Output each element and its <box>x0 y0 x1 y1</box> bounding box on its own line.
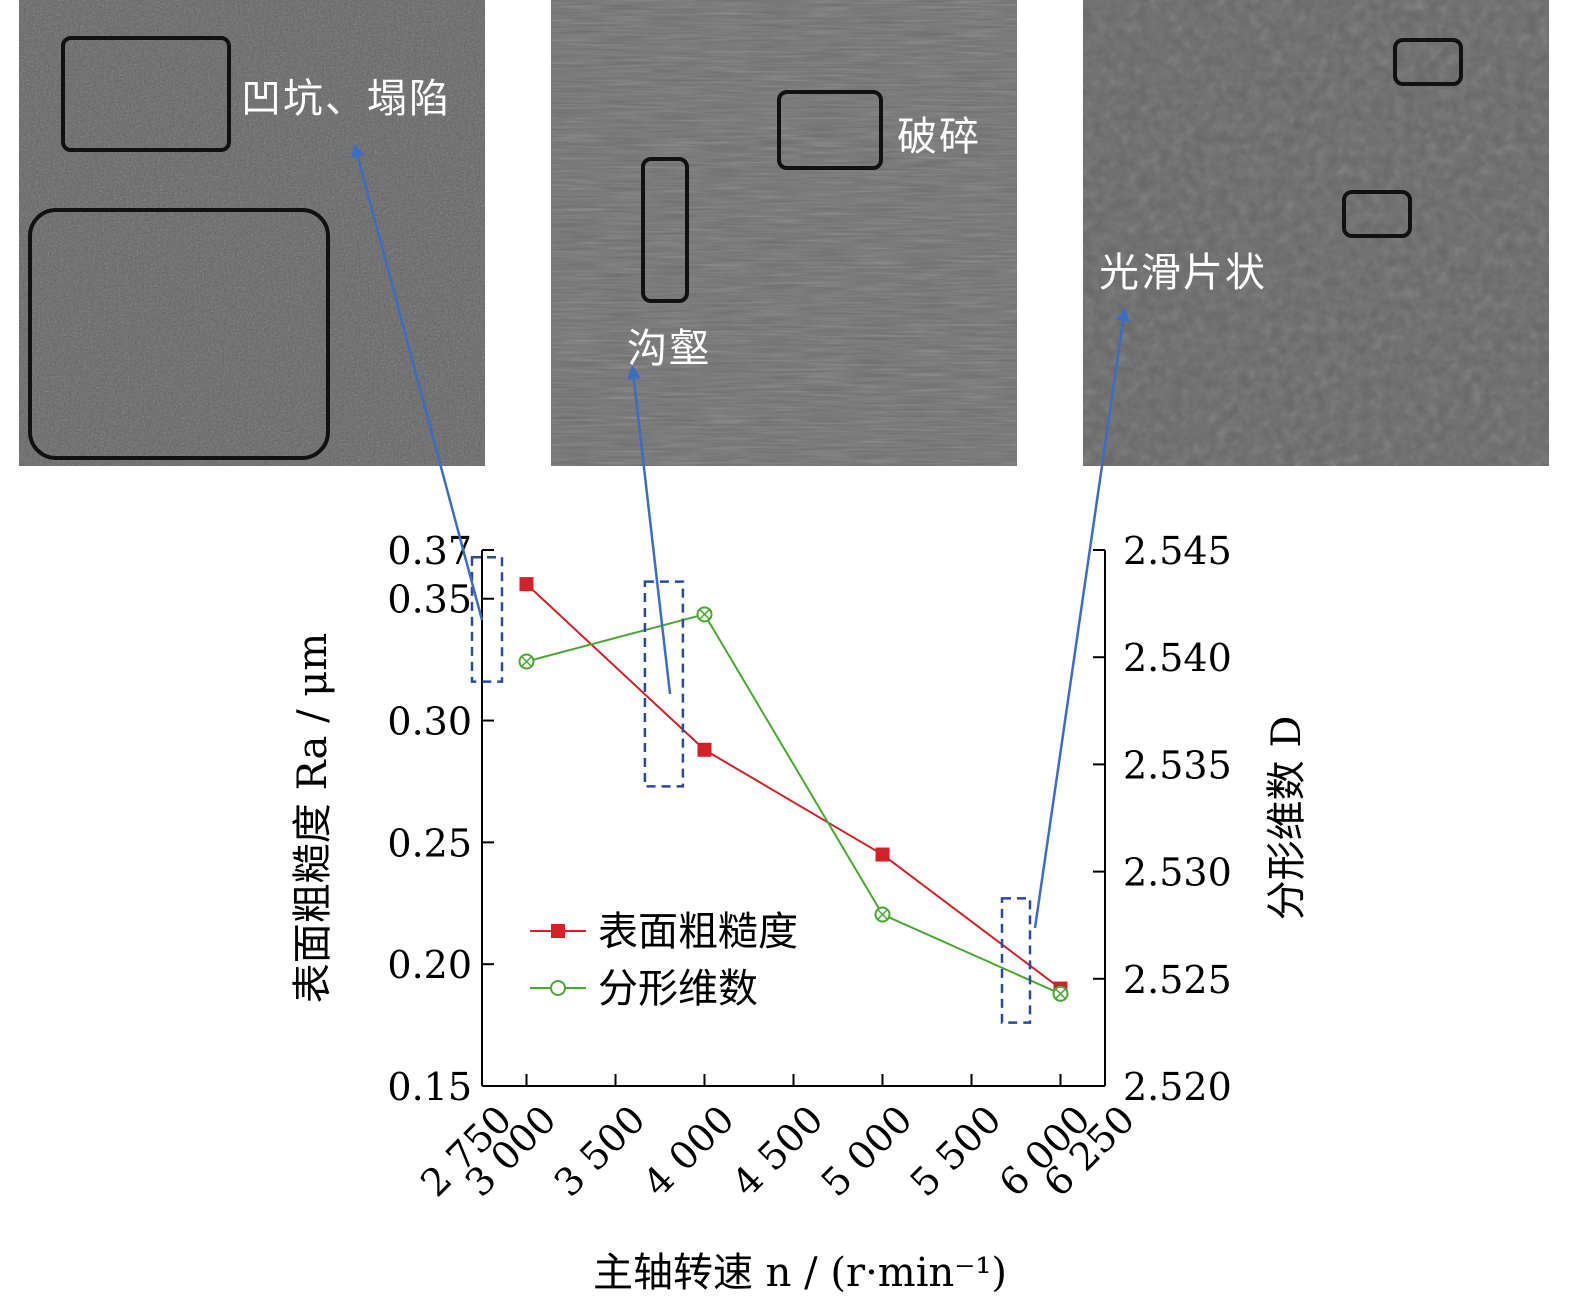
data-point-fractal <box>874 906 891 923</box>
data-point-roughness <box>875 847 890 862</box>
y-right-tick-label: 2.540 <box>1123 636 1232 680</box>
legend-swatch-marker <box>551 924 565 938</box>
data-point-fractal <box>696 606 713 623</box>
arrow-to-micrograph-4000 <box>626 365 672 695</box>
smooth-box-bottom <box>1342 190 1412 238</box>
x-tick-label: 3 500 <box>546 1097 654 1205</box>
micrograph-4000: 破碎 沟壑 <box>551 0 1017 466</box>
micrograph-6000: 光滑片状 <box>1083 0 1549 466</box>
y-left-tick-label: 0.15 <box>387 1065 472 1109</box>
micrograph-6000-image <box>1083 0 1549 466</box>
legend-label: 分形维数 <box>598 966 758 1012</box>
x-tick-label: 5 500 <box>902 1097 1010 1205</box>
micrograph-3000-image <box>19 0 485 466</box>
series-line-0 <box>525 583 1062 990</box>
x-tick-label: 5 000 <box>813 1097 921 1205</box>
series-line-1 <box>526 613 1061 995</box>
y-right-tick-label: 2.530 <box>1123 851 1232 895</box>
data-point-fractal-cross <box>876 908 889 921</box>
fragment-box <box>777 90 883 170</box>
micrograph-3000: 凹坑、塌陷 <box>19 0 485 466</box>
x-axis-title: 主轴转速 n / (r·min⁻¹) <box>593 1250 1007 1296</box>
groove-box <box>641 157 689 303</box>
highlight-box-6000 <box>1000 897 1032 1024</box>
arrow-to-micrograph-3000 <box>351 143 484 621</box>
x-tick-label: 4 500 <box>724 1097 832 1205</box>
arrow-to-micrograph-6000 <box>1033 307 1130 929</box>
legend-label: 表面粗糙度 <box>598 909 798 955</box>
data-point-fractal-cross <box>1054 988 1067 1000</box>
data-point-fractal-cross <box>698 608 711 620</box>
smooth-box-top <box>1393 38 1463 86</box>
y-right-tick-label: 2.535 <box>1123 743 1232 787</box>
pit-box-bottom <box>28 208 330 460</box>
label-groove: 沟壑 <box>627 326 711 372</box>
data-point-roughness <box>519 577 534 592</box>
y-left-tick-label: 0.35 <box>387 578 472 622</box>
data-point-fractal <box>518 653 535 670</box>
legend-swatch-marker <box>550 980 566 996</box>
highlight-box-3000 <box>470 556 504 683</box>
y-left-axis-title: 表面粗糙度 Ra / μm <box>290 633 336 1003</box>
data-point-roughness <box>697 742 712 757</box>
x-tick-label: 4 000 <box>635 1097 743 1205</box>
data-point-fractal <box>1052 985 1069 1002</box>
y-left-tick-label: 0.37 <box>387 529 472 573</box>
y-right-tick-label: 2.520 <box>1123 1065 1232 1109</box>
y-left-tick-label: 0.30 <box>387 700 472 744</box>
y-left-tick-label: 0.25 <box>387 821 472 865</box>
y-left-tick-label: 0.20 <box>387 943 472 987</box>
y-right-tick-label: 2.525 <box>1123 958 1232 1002</box>
micrograph-4000-image <box>551 0 1017 466</box>
pit-box-top <box>61 36 231 152</box>
y-right-tick-label: 2.545 <box>1123 529 1232 573</box>
data-point-fractal-cross <box>520 655 533 668</box>
highlight-box-4000 <box>643 580 685 788</box>
label-smooth-flakes: 光滑片状 <box>1099 250 1267 296</box>
label-fragment: 破碎 <box>897 114 981 160</box>
y-right-axis-title: 分形维数 D <box>1264 716 1310 921</box>
label-pits-collapse: 凹坑、塌陷 <box>241 76 451 122</box>
